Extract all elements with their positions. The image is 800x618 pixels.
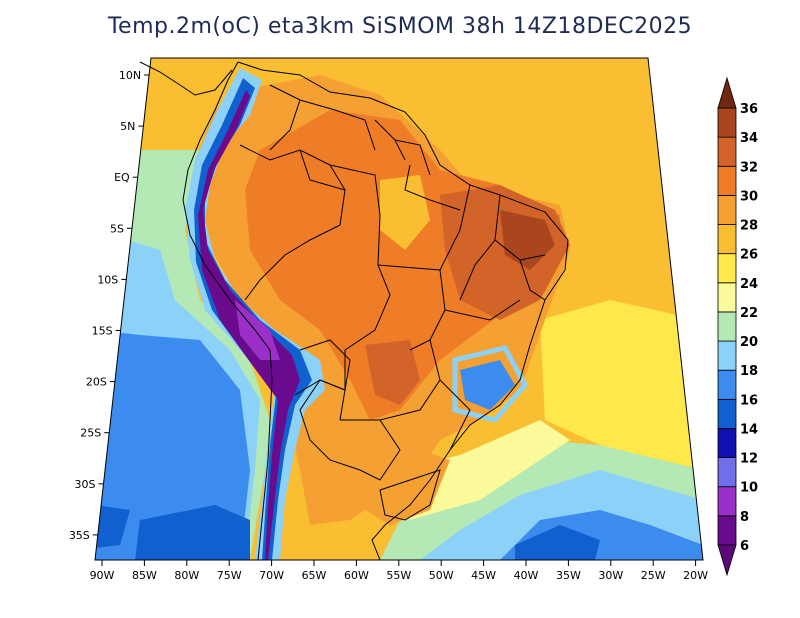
colorbar-segment: [717, 253, 737, 284]
border-brazil-west: [329, 164, 391, 421]
lon-axis: 90W 85W 80W 75W 70W 65W 60W 55W 50W 45W 40W 35W 30W 2…: [90, 560, 708, 582]
lat-tick-label: 5S: [110, 222, 124, 235]
colorbar-label: 24: [740, 277, 758, 292]
lat-tick-label: EQ: [114, 171, 130, 184]
border-bolivia: [294, 339, 351, 396]
colorbar-label: 28: [740, 219, 758, 234]
lon-tick-label: 50W: [429, 569, 454, 582]
border-guianas: [374, 119, 431, 176]
west-central-hot: [365, 340, 420, 405]
colorbar-label: 10: [740, 481, 758, 496]
andes-cool-outer: [185, 68, 325, 560]
colorbar-segment: [717, 194, 737, 225]
lat-tick-label: 15S: [92, 325, 113, 338]
atlantic-east-warm: [540, 300, 703, 470]
colorbar-segment: [717, 165, 737, 196]
colorbar-label: 18: [740, 364, 758, 379]
border-uruguay: [379, 469, 441, 521]
colorbar-over-triangle: [717, 76, 737, 109]
andes-violet-patches: [235, 300, 280, 360]
colorbar-label: 20: [740, 335, 758, 350]
colorbar-segment: [717, 311, 737, 342]
lon-tick-label: 45W: [471, 569, 496, 582]
colorbar-segment: [717, 224, 737, 255]
lon-tick-label: 35W: [556, 569, 581, 582]
lon-tick-label: 60W: [344, 569, 369, 582]
colorbar-segment: [717, 398, 737, 429]
colorbar-label: 30: [740, 189, 758, 204]
lon-tick-label: 20W: [683, 569, 708, 582]
lat-tick-label: 5N: [120, 120, 135, 133]
lat-tick-label: 20S: [86, 376, 107, 389]
border-central-america: [139, 61, 233, 96]
colorbar-segment: [717, 369, 737, 400]
lat-tick-label: 30S: [75, 478, 96, 491]
coastline-pacific: [182, 61, 273, 561]
border-venezuela: [269, 84, 376, 151]
colorbar-label: 8: [740, 510, 749, 525]
border-paraguay-argentina: [299, 379, 401, 481]
colorbar-segment: [717, 107, 737, 138]
map-frame: [94, 57, 704, 561]
coastline-south-america: [237, 61, 569, 561]
colorbar-segment: [717, 428, 737, 459]
colorbar-segment: [717, 282, 737, 313]
lat-tick-label: 35S: [69, 529, 90, 542]
lat-axis: 10N 5N EQ 5S 10S 15S 20S 25S 30S 35S: [69, 69, 150, 542]
lat-tick-label: 10N: [119, 69, 141, 82]
pacific-coldest-patch: [135, 505, 250, 560]
colorbar-segment: [717, 486, 737, 517]
map-title: Temp.2m(oC) eta3km SiSMOM 38h 14Z18DEC20…: [107, 14, 693, 39]
lon-tick-label: 55W: [386, 569, 411, 582]
colorbar-segment: [717, 515, 737, 546]
lon-tick-label: 85W: [132, 569, 157, 582]
atlantic-coldest-patch: [515, 525, 600, 560]
central-yellow-patches: [380, 175, 430, 250]
pacific-coldest-patch-2: [95, 505, 130, 548]
lon-tick-label: 70W: [259, 569, 284, 582]
continent-hot-core: [245, 110, 560, 420]
colorbar: 6 8 10 12 14 16 18 20 22 24 26 28 30 32 34 36: [717, 76, 758, 577]
lon-tick-label: 30W: [598, 569, 623, 582]
pacific-colder-region: [95, 330, 250, 560]
colorbar-label: 12: [740, 452, 758, 467]
colorbar-label: 6: [740, 539, 749, 554]
colorbar-segment: [717, 457, 737, 488]
border-north-brazil: [299, 149, 461, 211]
colorbar-label: 32: [740, 160, 758, 175]
colorbar-label: 34: [740, 131, 758, 146]
colorbar-segment: [717, 340, 737, 371]
atlantic-southwest-yellow: [400, 420, 570, 520]
colorbar-segment: [717, 136, 737, 167]
colorbar-label: 26: [740, 248, 758, 263]
lon-tick-label: 65W: [302, 569, 327, 582]
colorbar-under-triangle: [717, 544, 737, 577]
temperature-field: [95, 68, 703, 560]
lon-tick-label: 25W: [641, 569, 666, 582]
lon-tick-label: 90W: [90, 569, 115, 582]
lat-tick-label: 25S: [80, 427, 101, 440]
lat-tick-label: 10S: [97, 273, 118, 286]
lon-tick-label: 40W: [514, 569, 539, 582]
southeast-cool-highlands: [460, 360, 515, 410]
lon-tick-label: 75W: [217, 569, 242, 582]
border-andean: [239, 144, 346, 301]
country-borders: [139, 61, 569, 561]
lon-tick-label: 80W: [174, 569, 199, 582]
southeast-cool-ring: [452, 345, 529, 423]
colorbar-label: 16: [740, 393, 758, 408]
border-brazil-states: [377, 184, 521, 451]
border-northeast-states: [459, 194, 546, 301]
colorbar-label: 14: [740, 422, 758, 437]
colorbar-label: 22: [740, 306, 758, 321]
colorbar-label: 36: [740, 102, 758, 117]
